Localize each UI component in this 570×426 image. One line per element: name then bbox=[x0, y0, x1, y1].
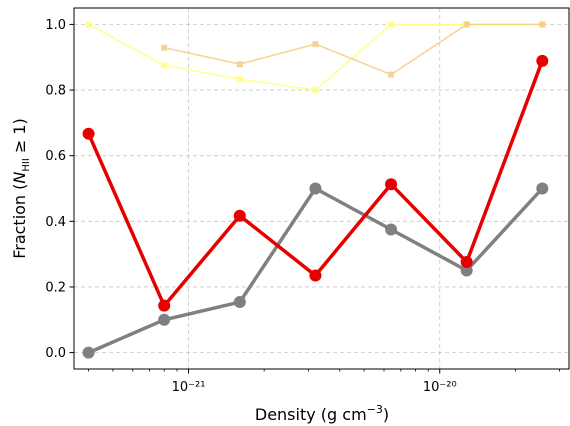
data-point bbox=[385, 223, 398, 236]
data-point bbox=[236, 76, 243, 83]
y-axis-ticks: 0.0 0.2 0.4 0.6 0.8 1.0 bbox=[45, 18, 74, 361]
data-point bbox=[385, 178, 398, 191]
data-point bbox=[309, 182, 322, 195]
series-2 bbox=[82, 182, 549, 359]
data-point bbox=[460, 256, 473, 269]
data-point bbox=[312, 41, 319, 48]
x-tick-label: 10⁻²¹ bbox=[172, 380, 206, 395]
series-group bbox=[82, 21, 549, 359]
y-tick-label: 0.2 bbox=[45, 280, 66, 295]
plot-frame bbox=[73, 7, 570, 370]
data-point bbox=[233, 209, 246, 222]
data-point bbox=[536, 54, 549, 67]
data-point bbox=[536, 182, 549, 195]
data-point bbox=[460, 264, 473, 277]
x-axis-label: Density (g cm−3) bbox=[255, 403, 389, 424]
data-point bbox=[82, 127, 95, 140]
series-3 bbox=[82, 54, 549, 312]
y-tick-label: 0.6 bbox=[45, 149, 66, 164]
y-tick-label: 0.0 bbox=[45, 346, 66, 361]
data-point bbox=[463, 21, 470, 28]
x-axis-ticks: 10⁻²¹ 10⁻²⁰ bbox=[88, 369, 561, 395]
y-tick-label: 0.8 bbox=[45, 84, 66, 99]
data-point bbox=[233, 296, 246, 309]
data-point bbox=[236, 61, 243, 68]
series-line bbox=[88, 23, 543, 91]
data-point bbox=[85, 21, 92, 28]
data-point bbox=[309, 269, 322, 282]
data-point bbox=[312, 87, 319, 94]
x-tick-label: 10⁻²⁰ bbox=[423, 380, 457, 395]
series-1 bbox=[161, 21, 546, 78]
data-point bbox=[388, 21, 395, 28]
y-tick-label: 1.0 bbox=[45, 18, 66, 33]
data-point bbox=[82, 346, 95, 359]
series-0 bbox=[85, 21, 546, 94]
data-point bbox=[158, 313, 171, 326]
series-line bbox=[164, 23, 543, 76]
y-tick-label: 0.4 bbox=[45, 215, 66, 230]
data-point bbox=[539, 21, 546, 28]
data-point bbox=[161, 44, 168, 51]
data-point bbox=[388, 71, 395, 78]
y-axis-label: Fraction (NHII ≥ 1) bbox=[10, 118, 32, 259]
data-point bbox=[158, 299, 171, 312]
data-point bbox=[161, 62, 168, 69]
